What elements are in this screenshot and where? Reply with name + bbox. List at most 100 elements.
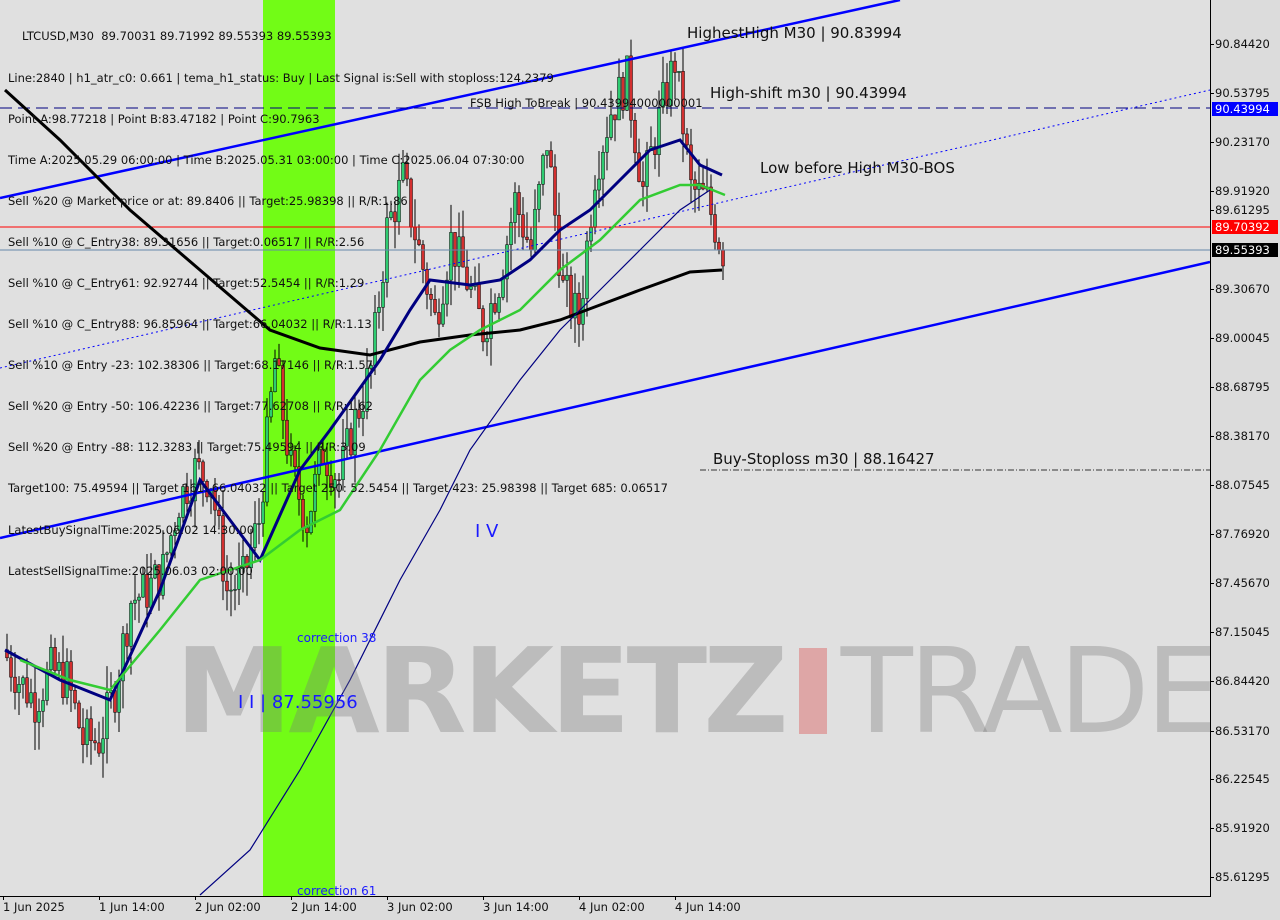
y-tick-label: 88.68795 xyxy=(1210,380,1270,395)
candle-bear xyxy=(281,365,285,421)
candle-bear xyxy=(93,740,97,744)
candle-bull xyxy=(101,738,105,754)
candle-bear xyxy=(493,303,497,313)
candle-bull xyxy=(37,711,41,723)
ma-mid-line xyxy=(19,183,726,692)
candle-bull xyxy=(677,71,681,73)
x-tick-label: 1 Jun 14:00 xyxy=(99,896,165,914)
candle-bull xyxy=(505,244,509,280)
candle-bull xyxy=(105,692,109,740)
candle-bull xyxy=(625,55,629,111)
candle-bull xyxy=(389,211,393,219)
candle-bear xyxy=(629,55,633,121)
info-line: Point A:98.77218 | Point B:83.47182 | Po… xyxy=(8,111,320,126)
candle-bull xyxy=(29,692,33,704)
candle-bear xyxy=(297,466,301,500)
candle-bull xyxy=(509,222,513,245)
candle-bear xyxy=(481,308,485,343)
chart-area[interactable]: MARKETZ TRADE LTCUSD,M30 89.70031 89.7199… xyxy=(0,0,1211,897)
candle-bear xyxy=(717,241,721,251)
x-tick-label: 1 Jun 2025 xyxy=(3,896,65,914)
candle-bear xyxy=(453,232,457,267)
y-tick-label: 85.61295 xyxy=(1210,870,1270,885)
candle-bear xyxy=(125,633,129,647)
wave-iv-label: I V xyxy=(475,521,499,542)
candle-bull xyxy=(193,458,197,502)
candle-bull xyxy=(661,82,665,108)
info-line: Sell %10 @ C_Entry88: 96.85964 || Target… xyxy=(8,317,372,332)
info-line: Sell %10 @ C_Entry38: 89.31656 || Target… xyxy=(8,234,365,249)
candle-bear xyxy=(557,214,561,276)
candle-bull xyxy=(601,151,605,180)
candle-bull xyxy=(565,274,569,281)
candle-bear xyxy=(285,419,289,456)
channel-upper xyxy=(0,0,901,200)
info-line: Time A:2025.05.29 06:00:00 | Time B:2025… xyxy=(8,152,525,167)
candle-bear xyxy=(33,692,37,723)
candle-bull xyxy=(341,445,345,481)
candle-bear xyxy=(713,214,717,243)
candle-bull xyxy=(269,391,273,418)
y-tick-label: 86.22545 xyxy=(1210,772,1270,787)
candle-bear xyxy=(417,239,421,245)
x-tick-label: 3 Jun 14:00 xyxy=(483,896,549,914)
candle-bear xyxy=(421,244,425,270)
candle-bear xyxy=(349,428,353,456)
watermark-left: MARKETZ xyxy=(175,622,789,760)
candle-bear xyxy=(709,186,713,215)
x-tick-label: 3 Jun 02:00 xyxy=(387,896,453,914)
candle-bear xyxy=(69,661,73,691)
candle-bull xyxy=(609,114,613,138)
highest-high-label: HighestHigh M30 | 90.83994 xyxy=(687,24,902,42)
x-tick-label: 2 Jun 02:00 xyxy=(195,896,261,914)
y-tick-label: 87.45670 xyxy=(1210,576,1270,591)
candle-bull xyxy=(265,416,269,503)
candle-bear xyxy=(201,461,205,482)
candle-bear xyxy=(641,181,645,187)
candle-bear xyxy=(77,702,81,729)
candle-bull xyxy=(333,479,337,488)
price-axis[interactable]: 85.61295 85.91920 86.22545 86.53170 86.84420… xyxy=(1210,0,1280,896)
last-price-tag: 89.55393 xyxy=(1212,243,1278,257)
candle-bull xyxy=(573,292,577,319)
candle-bear xyxy=(689,144,693,181)
candle-bull xyxy=(257,523,261,525)
candle-bear xyxy=(525,236,529,240)
candle-bull xyxy=(273,358,277,392)
candle-bear xyxy=(465,266,469,290)
info-line: Sell %20 @ Entry -50: 106.42236 || Targe… xyxy=(8,399,373,414)
candle-bull xyxy=(21,677,25,685)
candle-bull xyxy=(133,599,137,604)
candle-bear xyxy=(97,742,101,754)
ma-fast-line xyxy=(4,138,723,702)
candle-bear xyxy=(337,479,341,481)
x-tick-label: 2 Jun 14:00 xyxy=(291,896,357,914)
candle-bull xyxy=(541,155,545,185)
candle-bull xyxy=(377,307,381,313)
candle-bear xyxy=(357,409,361,419)
candle-bear xyxy=(405,162,409,180)
candle-bull xyxy=(49,647,53,671)
high-shift-price-tag: 90.43994 xyxy=(1212,102,1278,116)
candle-bull xyxy=(177,517,181,531)
candle-bear xyxy=(25,677,29,704)
watermark-right: TRADE xyxy=(840,622,1211,760)
candle-bear xyxy=(549,150,553,168)
candle-bull xyxy=(229,589,233,592)
candle-bull xyxy=(237,568,241,590)
correction-61-label: correction 61 xyxy=(297,884,377,897)
candle-bear xyxy=(73,689,77,704)
candle-bull xyxy=(369,365,373,369)
info-line: LatestSellSignalTime:2025.06.03 02:00:00 xyxy=(8,563,253,578)
candle-bear xyxy=(681,71,685,135)
y-tick-label: 90.23170 xyxy=(1210,134,1270,149)
candle-bear xyxy=(621,76,625,111)
info-line: Target100: 75.49594 || Target 161: 66.04… xyxy=(8,481,668,496)
candle-bull xyxy=(669,60,673,106)
candle-bear xyxy=(665,82,669,106)
info-line: Sell %10 @ C_Entry61: 92.92744 || Target… xyxy=(8,275,365,290)
time-axis[interactable]: 1 Jun 2025 1 Jun 14:00 2 Jun 02:00 2 Jun 14… xyxy=(0,896,1210,920)
candle-bull xyxy=(261,501,265,524)
candle-bear xyxy=(245,556,249,569)
candle-bull xyxy=(353,409,357,456)
